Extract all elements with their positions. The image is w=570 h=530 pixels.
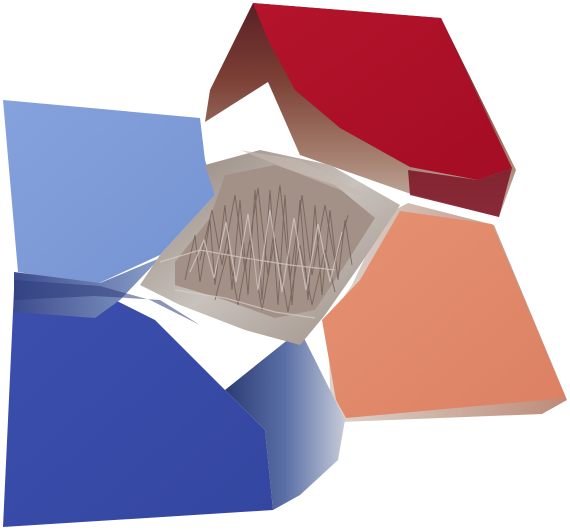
- blue-seam: [14, 280, 200, 325]
- salmon-plateau: [322, 203, 567, 422]
- crimson-plateau: [205, 3, 516, 217]
- rough-center-saddle: [140, 150, 400, 345]
- light-blue-plateau: [3, 100, 215, 285]
